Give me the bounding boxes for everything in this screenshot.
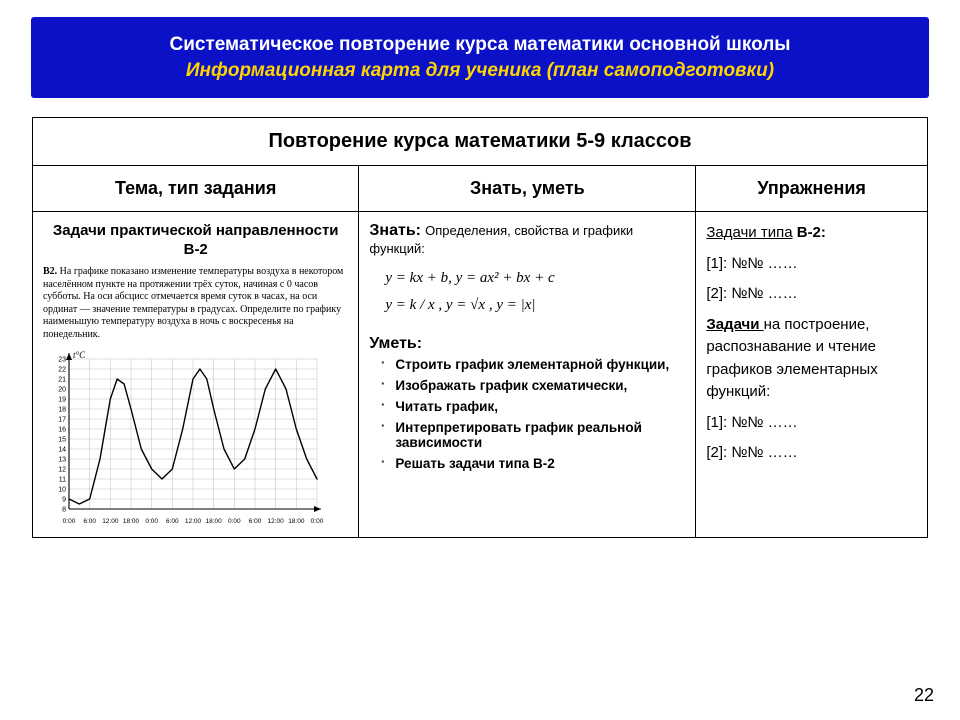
table-body-row: Задачи практической направленности В-2 В… — [33, 212, 928, 538]
svg-text:12:00: 12:00 — [268, 518, 285, 525]
problem-label: В2. — [43, 266, 57, 277]
slide-title: Систематическое повторение курса математ… — [32, 18, 928, 97]
svg-text:0:00: 0:00 — [311, 518, 323, 525]
ex-line-2: [2]: №№ …… — [706, 283, 917, 306]
ex-line-3: [1]: №№ …… — [706, 412, 917, 435]
svg-text:0:00: 0:00 — [145, 518, 158, 525]
svg-text:12:00: 12:00 — [185, 518, 202, 525]
svg-text:6:00: 6:00 — [166, 518, 179, 525]
svg-text:18:00: 18:00 — [288, 518, 305, 525]
know-line: Знать: Определения, свойства и графики ф… — [369, 222, 685, 257]
formulas: y = kx + b, y = ax² + bx + c y = k / x ,… — [369, 257, 685, 335]
svg-text:t°C: t°C — [73, 350, 86, 360]
temperature-chart: 8 9 10 11 12 13 14 15 16 17 18 19 20 21 22 23 0:00 6:00 12… — [43, 347, 348, 527]
svg-text:10: 10 — [58, 487, 66, 494]
col-header-know: Знать, уметь — [359, 166, 696, 212]
problem-text: На графике показано изменение температур… — [43, 266, 343, 340]
info-card-table: Повторение курса математики 5-9 классов … — [32, 117, 928, 538]
cell-know: Знать: Определения, свойства и графики ф… — [359, 212, 696, 538]
svg-text:12:00: 12:00 — [102, 518, 119, 525]
problem-text-block: В2. На графике показано изменение темпер… — [43, 266, 348, 341]
formula-2: y = k / x , y = √x , y = |x| — [385, 292, 685, 319]
know-label: Знать: — [369, 222, 421, 239]
svg-text:16: 16 — [58, 427, 66, 434]
topic-title: Задачи практической направленности — [43, 222, 348, 239]
ex-block-2: Задачи на построение, распознавание и чт… — [706, 314, 917, 404]
col-header-topic: Тема, тип задания — [33, 166, 359, 212]
table-caption: Повторение курса математики 5-9 классов — [33, 118, 928, 166]
ex-block-1: Задачи типа В-2: — [706, 222, 917, 245]
ex-code-1: В-2: — [797, 224, 826, 241]
skill-item: Читать график, — [381, 399, 685, 414]
svg-text:23: 23 — [58, 357, 66, 364]
svg-text:12: 12 — [58, 467, 66, 474]
skill-item: Изображать график схематически, — [381, 378, 685, 393]
chart-svg: 8 9 10 11 12 13 14 15 16 17 18 19 20 21 22 23 0:00 6:00 12… — [43, 347, 323, 527]
able-label: Уметь: — [369, 335, 422, 352]
svg-text:11: 11 — [59, 477, 66, 484]
svg-text:13: 13 — [58, 457, 66, 464]
skills-list: Строить график элементарной функции, Изоб… — [369, 357, 685, 471]
title-line2: Информационная карта для ученика (план с… — [56, 58, 904, 84]
svg-text:18: 18 — [58, 407, 66, 414]
cell-exercises: Задачи типа В-2: [1]: №№ …… [2]: №№ …… З… — [696, 212, 928, 538]
formula-1: y = kx + b, y = ax² + bx + c — [385, 265, 685, 292]
skill-item: Строить график элементарной функции, — [381, 357, 685, 372]
ex-label-2: Задачи — [706, 316, 763, 333]
slide: Систематическое повторение курса математ… — [0, 0, 960, 720]
skill-item: Решать задачи типа В-2 — [381, 456, 685, 471]
svg-text:22: 22 — [58, 367, 66, 374]
skill-item: Интерпретировать график реальной зависим… — [381, 420, 685, 450]
cell-topic: Задачи практической направленности В-2 В… — [33, 212, 359, 538]
svg-text:18:00: 18:00 — [206, 518, 223, 525]
svg-text:17: 17 — [58, 417, 66, 424]
svg-text:6:00: 6:00 — [249, 518, 262, 525]
title-line1: Систематическое повторение курса математ… — [169, 34, 790, 55]
topic-code: В-2 — [43, 241, 348, 258]
col-header-ex: Упражнения — [696, 166, 928, 212]
svg-text:9: 9 — [62, 497, 66, 504]
table-caption-row: Повторение курса математики 5-9 классов — [33, 118, 928, 166]
svg-text:20: 20 — [58, 387, 66, 394]
table-header-row: Тема, тип задания Знать, уметь Упражнени… — [33, 166, 928, 212]
svg-text:21: 21 — [58, 377, 66, 384]
page-number: 22 — [914, 685, 934, 706]
svg-text:14: 14 — [58, 447, 66, 454]
ex-line-1: [1]: №№ …… — [706, 253, 917, 276]
svg-text:8: 8 — [62, 507, 66, 514]
svg-text:19: 19 — [58, 397, 66, 404]
svg-text:6:00: 6:00 — [83, 518, 96, 525]
svg-text:0:00: 0:00 — [63, 518, 76, 525]
svg-text:15: 15 — [58, 437, 66, 444]
ex-label-1: Задачи типа — [706, 224, 792, 241]
ex-line-4: [2]: №№ …… — [706, 442, 917, 465]
svg-text:18:00: 18:00 — [123, 518, 140, 525]
svg-text:0:00: 0:00 — [228, 518, 241, 525]
